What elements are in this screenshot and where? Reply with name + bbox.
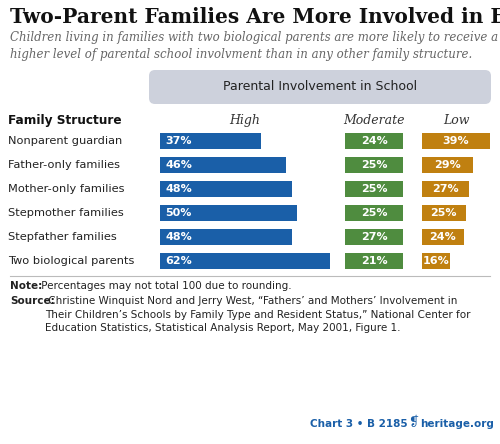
Text: Low: Low xyxy=(443,114,469,127)
Bar xyxy=(160,253,330,269)
Bar xyxy=(345,133,403,149)
Text: 25%: 25% xyxy=(430,208,457,218)
Text: Stepmother families: Stepmother families xyxy=(8,208,124,218)
Text: 21%: 21% xyxy=(360,256,388,266)
Bar xyxy=(160,133,262,149)
Text: Nonparent guardian: Nonparent guardian xyxy=(8,136,122,146)
Text: Two biological parents: Two biological parents xyxy=(8,256,134,266)
Text: ❡: ❡ xyxy=(408,416,418,429)
Bar xyxy=(345,181,403,197)
Text: 25%: 25% xyxy=(361,160,387,170)
Bar xyxy=(345,205,403,221)
Text: Two-Parent Families Are More Involved in Education: Two-Parent Families Are More Involved in… xyxy=(10,7,500,27)
Text: 37%: 37% xyxy=(165,136,192,146)
Text: 27%: 27% xyxy=(432,184,459,194)
Text: 24%: 24% xyxy=(360,136,388,146)
Bar xyxy=(345,253,403,269)
Bar xyxy=(422,133,490,149)
Text: 29%: 29% xyxy=(434,160,460,170)
Text: heritage.org: heritage.org xyxy=(420,419,494,429)
Text: Source:: Source: xyxy=(10,296,55,306)
Bar xyxy=(345,229,403,245)
Bar xyxy=(160,205,297,221)
Text: 46%: 46% xyxy=(165,160,192,170)
Bar xyxy=(160,229,292,245)
Text: 16%: 16% xyxy=(422,256,450,266)
Text: High: High xyxy=(230,114,260,127)
Bar xyxy=(422,205,466,221)
Text: Father-only families: Father-only families xyxy=(8,160,120,170)
Text: Parental Involvement in School: Parental Involvement in School xyxy=(223,80,417,94)
Text: Chart 3 • B 2185: Chart 3 • B 2185 xyxy=(310,419,408,429)
Text: 25%: 25% xyxy=(361,208,387,218)
Text: 24%: 24% xyxy=(430,232,456,242)
Text: 39%: 39% xyxy=(442,136,469,146)
Text: Mother-only families: Mother-only families xyxy=(8,184,124,194)
Bar xyxy=(422,181,469,197)
Text: Moderate: Moderate xyxy=(343,114,405,127)
Text: Percentages may not total 100 due to rounding.: Percentages may not total 100 due to rou… xyxy=(38,281,292,291)
Text: 48%: 48% xyxy=(165,184,192,194)
Text: 25%: 25% xyxy=(361,184,387,194)
Bar xyxy=(160,181,292,197)
FancyBboxPatch shape xyxy=(149,70,491,104)
Text: Stepfather families: Stepfather families xyxy=(8,232,117,242)
Bar xyxy=(345,157,403,173)
Text: Christine Winquist Nord and Jerry West, “Fathers’ and Mothers’ Involvement in
Th: Christine Winquist Nord and Jerry West, … xyxy=(45,296,470,333)
Text: 62%: 62% xyxy=(165,256,192,266)
Text: 48%: 48% xyxy=(165,232,192,242)
Bar xyxy=(160,157,286,173)
Text: Children living in families with two biological parents are more likely to recei: Children living in families with two bio… xyxy=(10,31,498,62)
Text: Note:: Note: xyxy=(10,281,42,291)
Text: Family Structure: Family Structure xyxy=(8,114,121,127)
Bar xyxy=(422,229,464,245)
Bar xyxy=(422,157,472,173)
Bar xyxy=(422,253,450,269)
Text: 50%: 50% xyxy=(165,208,192,218)
Text: 27%: 27% xyxy=(360,232,388,242)
